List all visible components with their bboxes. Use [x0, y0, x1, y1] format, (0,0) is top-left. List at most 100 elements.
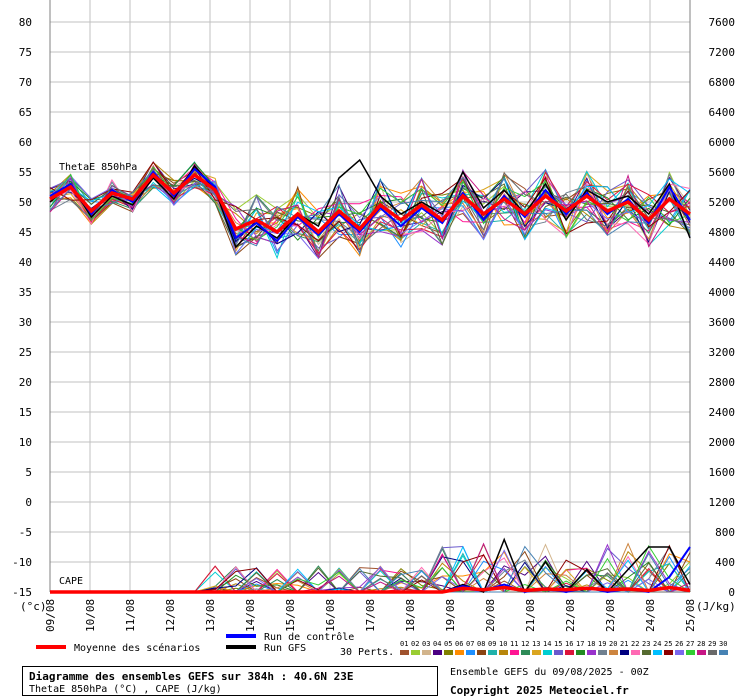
pert-number: 10 — [499, 640, 507, 648]
right-axis-ticks: 7600720068006400600056005200480044004000… — [709, 16, 736, 599]
pert-number: 08 — [477, 640, 485, 648]
pert-swatch — [521, 650, 530, 655]
legend-gfs-label: Run GFS — [264, 643, 306, 654]
pert-number: 07 — [466, 640, 474, 648]
chart-grid — [49, 0, 691, 593]
right-tick-label: 0 — [728, 586, 735, 599]
pert-swatch — [609, 650, 618, 655]
left-tick-label: 75 — [19, 46, 32, 59]
pert-number: 20 — [609, 640, 617, 648]
left-tick-label: 80 — [19, 16, 32, 29]
pert-number: 04 — [433, 640, 441, 648]
right-tick-label: 1200 — [709, 496, 736, 509]
pert-number: 05 — [444, 640, 452, 648]
pert-number: 16 — [565, 640, 573, 648]
pert-number: 25 — [664, 640, 672, 648]
pert-swatch — [466, 650, 475, 655]
legend-mean-label: Moyenne des scénarios — [74, 642, 200, 654]
x-tick-label: 09/08 — [44, 599, 57, 632]
right-tick-label: 5200 — [709, 196, 736, 209]
pert-swatch — [708, 650, 717, 655]
pert-swatch — [532, 650, 541, 655]
thetae-mean-line — [49, 172, 692, 235]
x-tick-label: 15/08 — [284, 599, 297, 632]
left-tick-label: 35 — [19, 286, 32, 299]
pert-swatch — [631, 650, 640, 655]
pert-number: 14 — [543, 640, 551, 648]
pert-number: 18 — [587, 640, 595, 648]
legend-control-label: Run de contrôle — [264, 631, 354, 643]
thetae-perturbation-line — [49, 161, 691, 254]
pert-number: 30 — [719, 640, 727, 648]
left-tick-label: 65 — [19, 106, 32, 119]
pert-swatch — [499, 650, 508, 655]
pert-swatch — [488, 650, 497, 655]
right-tick-label: 7200 — [709, 46, 736, 59]
pert-number: 06 — [455, 640, 463, 648]
pert-number: 29 — [708, 640, 716, 648]
legend-perts-label: 30 Perts. — [340, 647, 394, 658]
right-tick-label: 5600 — [709, 166, 736, 179]
pert-swatch — [477, 650, 486, 655]
right-axis-unit: (J/kg) — [696, 600, 736, 613]
right-tick-label: 6400 — [709, 106, 736, 119]
right-tick-label: 6800 — [709, 76, 736, 89]
pert-number: 11 — [510, 640, 518, 648]
x-tick-label: 10/08 — [84, 599, 97, 632]
x-tick-label: 25/08 — [684, 599, 697, 632]
pert-swatch — [664, 650, 673, 655]
pert-swatch — [554, 650, 563, 655]
x-tick-label: 19/08 — [444, 599, 457, 632]
pert-number: 02 — [411, 640, 419, 648]
right-tick-label: 6000 — [709, 136, 736, 149]
left-tick-label: 70 — [19, 76, 32, 89]
left-tick-label: 20 — [19, 376, 32, 389]
pert-swatch — [686, 650, 695, 655]
pert-swatch — [543, 650, 552, 655]
right-tick-label: 3600 — [709, 316, 736, 329]
x-tick-label: 13/08 — [204, 599, 217, 632]
pert-swatch — [598, 650, 607, 655]
right-tick-label: 3200 — [709, 346, 736, 359]
thetae-perturbation-line — [49, 176, 691, 256]
x-tick-label: 23/08 — [604, 599, 617, 632]
left-tick-label: -10 — [12, 556, 32, 569]
pert-swatch — [510, 650, 519, 655]
main-series — [49, 158, 692, 594]
left-tick-label: -5 — [19, 526, 32, 539]
pert-number: 27 — [686, 640, 694, 648]
thetae-perturbation-line — [49, 172, 691, 253]
pert-swatch — [565, 650, 574, 655]
right-tick-label: 2000 — [709, 436, 736, 449]
left-tick-label: -15 — [12, 586, 32, 599]
right-tick-label: 7600 — [709, 16, 736, 29]
pert-swatch — [422, 650, 431, 655]
pert-swatch — [576, 650, 585, 655]
pert-swatch — [653, 650, 662, 655]
pert-swatch — [697, 650, 706, 655]
pert-number: 12 — [521, 640, 529, 648]
x-tick-label: 22/08 — [564, 599, 577, 632]
cape-mean-line — [50, 585, 691, 594]
x-tick-label: 17/08 — [364, 599, 377, 632]
pert-swatch — [433, 650, 442, 655]
pert-swatch — [719, 650, 728, 655]
pert-number: 28 — [697, 640, 705, 648]
left-axis-unit: (°c) — [20, 600, 47, 613]
pert-swatch — [587, 650, 596, 655]
pert-swatch — [411, 650, 420, 655]
chart-subtitle: ThetaE 850hPa (°C) , CAPE (J/kg) — [29, 684, 222, 695]
pert-number: 15 — [554, 640, 562, 648]
left-tick-label: 30 — [19, 316, 32, 329]
x-axis-ticks: 09/08 10/08 11/08 12/08 13/08 14/08 15/08 16/08… — [44, 599, 697, 632]
thetae-series-label: ThetaE 850hPa — [59, 162, 137, 173]
thetae-perturbation-line — [49, 168, 691, 246]
pert-swatch — [675, 650, 684, 655]
cape-series-label: CAPE — [59, 576, 83, 587]
right-tick-label: 2400 — [709, 406, 736, 419]
x-tick-label: 14/08 — [244, 599, 257, 632]
run-info: Ensemble GEFS du 09/08/2025 - 00Z — [450, 667, 649, 678]
x-tick-label: 20/08 — [484, 599, 497, 632]
